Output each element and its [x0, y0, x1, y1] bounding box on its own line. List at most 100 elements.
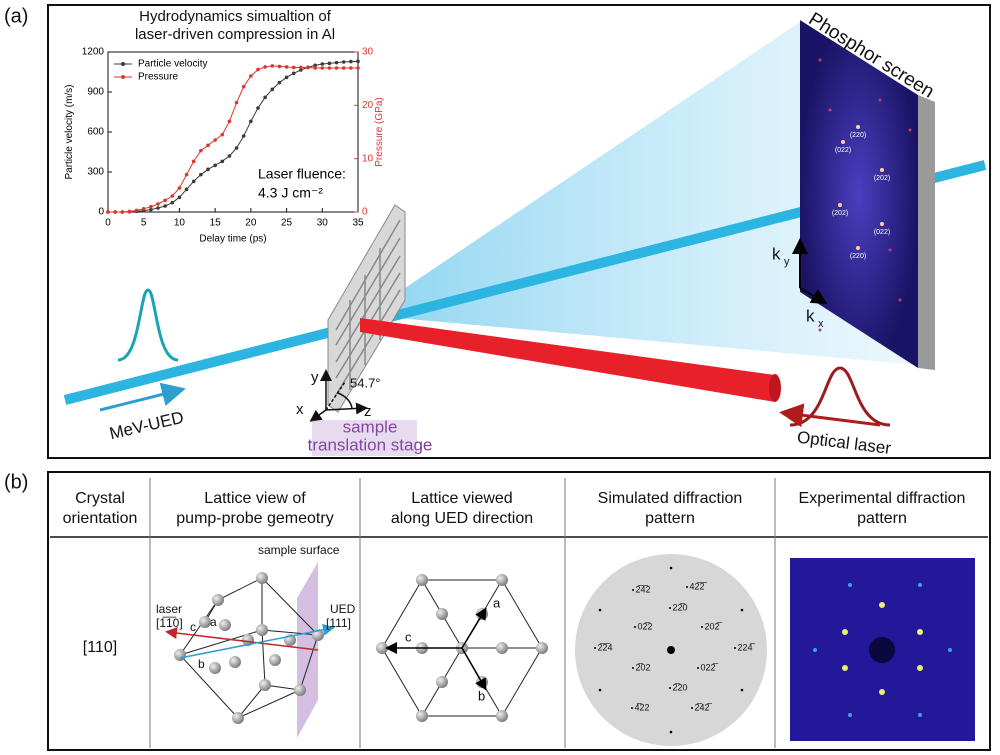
series-marker: [234, 146, 239, 150]
exp-spot: [918, 583, 922, 587]
electron-pulse: [117, 288, 179, 362]
series-marker: [191, 179, 196, 184]
sim-spot: [632, 667, 634, 669]
y2-tick-label: 0: [362, 207, 368, 218]
x-tick-label: 20: [245, 218, 257, 229]
series-marker: [327, 61, 332, 66]
series-marker: [341, 60, 346, 64]
series-marker: [120, 210, 125, 214]
atom: [294, 684, 306, 696]
x-tick-label: 10: [174, 218, 186, 229]
stage-highlight: [312, 420, 417, 456]
series-marker: [177, 195, 182, 200]
exp-spot: [948, 648, 952, 652]
y-tick-label: 1200: [82, 47, 105, 58]
annotation: 4.3 J cm⁻²: [258, 185, 323, 201]
sim-spot: [669, 566, 673, 570]
vector: [461, 607, 487, 649]
beam-label: MeV-UED: [108, 408, 186, 444]
series-marker: [191, 159, 196, 164]
stage-label: translation stage: [308, 435, 433, 454]
exp-spot: [918, 713, 922, 717]
chart-title: Hydrodynamics simualtion of laser-driven…: [134, 8, 336, 43]
k-sub: y: [784, 256, 790, 268]
screen-spot: [856, 246, 860, 250]
sim-spot: [594, 647, 596, 649]
series-marker: [199, 148, 203, 153]
atom: [536, 642, 548, 654]
atom: [269, 654, 281, 666]
series-marker: [241, 134, 246, 138]
series-marker: [149, 204, 153, 209]
annotation: Laser fluence:: [258, 166, 346, 182]
series-marker: [320, 62, 325, 66]
y2-tick-label: 30: [362, 47, 374, 58]
experimental-spots: [813, 583, 952, 717]
sim-spot: [697, 667, 699, 669]
series-marker: [170, 194, 175, 198]
panel-a-border: [47, 4, 991, 459]
atom: [219, 619, 231, 631]
atom: [199, 616, 211, 628]
atom: [229, 656, 241, 668]
x-tick-label: 30: [317, 218, 329, 229]
sim-spot: [691, 707, 693, 709]
lattice-label: [111]: [326, 616, 351, 630]
column-header: Simulated diffraction pattern: [597, 490, 743, 527]
axis-label: z: [364, 403, 372, 420]
sim-label: 202̅: [704, 621, 722, 631]
sim-label: 2̅4̅2: [635, 584, 650, 594]
series-marker: [284, 75, 289, 80]
atom: [174, 649, 186, 661]
series-marker: [213, 163, 217, 168]
atom: [232, 712, 244, 724]
legend-marker: [121, 62, 125, 66]
column-header: Lattice viewed along UED direction: [390, 490, 534, 527]
exp-spot: [813, 648, 817, 652]
series-marker: [341, 66, 346, 70]
series-marker: [249, 119, 253, 124]
sim-label: 2̅2̅4: [597, 642, 612, 652]
screen-spot: [880, 222, 884, 226]
sim-label: 02̅2: [637, 621, 652, 631]
series-marker: [291, 71, 296, 76]
series-marker: [163, 198, 167, 203]
sim-spot: [686, 586, 688, 588]
exp-spot: [848, 583, 852, 587]
spot-label: (022): [874, 229, 890, 236]
series-marker: [306, 65, 310, 70]
series-marker: [356, 66, 360, 70]
sim-label: 4̅22: [634, 702, 649, 712]
atom: [259, 679, 271, 691]
lattice-label: laser: [156, 602, 182, 616]
y-tick-label: 300: [87, 167, 104, 178]
sim-label: 2̅02: [635, 662, 650, 672]
phosphor-screen: [800, 20, 918, 368]
sim-spot: [740, 688, 744, 692]
y-tick-label: 600: [87, 127, 104, 138]
series-marker: [134, 208, 139, 213]
screen-spot: [898, 298, 902, 302]
y2-tick-label: 20: [362, 100, 374, 111]
screen-spot: [856, 125, 860, 129]
series-marker: [177, 186, 182, 190]
laser-pulse: [789, 366, 891, 427]
exp-spot: [879, 689, 885, 695]
sim-spot: [634, 626, 636, 628]
series-marker: [320, 66, 325, 70]
series-marker: [349, 66, 353, 70]
series-marker: [284, 65, 289, 69]
spot-label: (202): [874, 175, 890, 182]
exp-spot: [879, 602, 885, 608]
y-tick-label: 0: [98, 207, 104, 218]
series-marker: [106, 210, 110, 214]
screen-spot: [818, 328, 822, 332]
series-marker: [334, 66, 339, 70]
x-tick-label: 25: [281, 218, 293, 229]
atom: [242, 634, 254, 646]
x-tick-label: 5: [141, 218, 147, 229]
x-axis-label: Delay time (ps): [199, 234, 266, 245]
series-marker: [256, 67, 260, 72]
series-marker: [141, 207, 146, 211]
